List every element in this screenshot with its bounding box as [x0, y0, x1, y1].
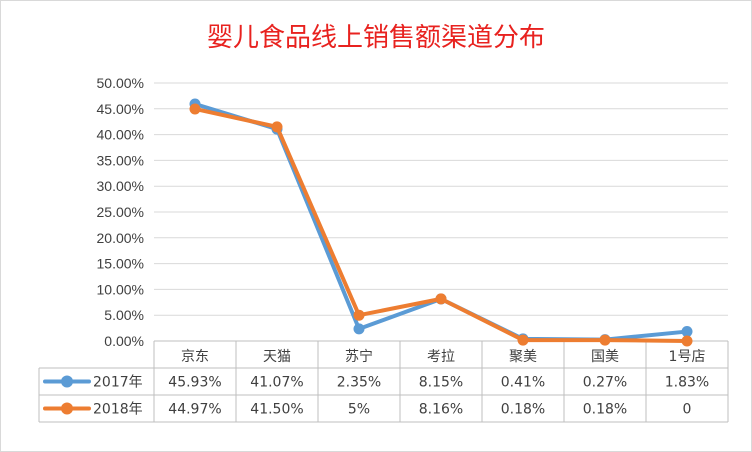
y-tick-label: 45.00% [97, 101, 144, 117]
data-point [353, 309, 365, 321]
y-tick-label: 50.00% [97, 75, 144, 91]
table-cell-value: 44.97% [168, 402, 221, 418]
x-tick-label: 天猫 [263, 349, 291, 365]
legend-label: 2018年 [93, 402, 143, 418]
table-cell-value: 1.83% [665, 375, 709, 391]
x-tick-label: 考拉 [427, 349, 455, 365]
x-tick-label: 国美 [591, 349, 619, 365]
x-tick-label: 1号店 [669, 349, 706, 365]
table-cell-value: 2.35% [337, 375, 381, 391]
y-tick-label: 0.00% [104, 333, 144, 349]
table-cell-value: 41.50% [250, 402, 303, 418]
data-point [517, 334, 529, 346]
series-line [193, 106, 689, 343]
table-cell-value: 8.16% [419, 402, 463, 418]
x-tick-label: 京东 [181, 349, 209, 365]
table-cell-value: 8.15% [419, 375, 463, 391]
y-tick-label: 25.00% [97, 204, 144, 220]
legend-marker [61, 375, 73, 388]
y-tick-label: 35.00% [97, 152, 144, 168]
gridlines [154, 82, 728, 316]
data-table: 京东 天猫 苏宁 考拉 聚美 国美 1号店 2017年 45.93% 41.07% 2.35% 8.1… [38, 340, 729, 423]
y-tick-label: 10.00% [97, 281, 144, 297]
data-point [353, 323, 365, 335]
data-point [681, 326, 693, 338]
data-point [681, 335, 693, 347]
x-tick-label: 苏宁 [345, 348, 373, 365]
y-tick-label: 20.00% [97, 230, 144, 246]
table-cell-value: 0.27% [583, 375, 627, 391]
chart-title: 婴儿食品线上销售额渠道分布 [207, 23, 545, 53]
table-cell-value: 0 [683, 402, 692, 418]
x-tick-label: 聚美 [509, 349, 537, 365]
data-point [189, 103, 201, 115]
table-cell-value: 0.18% [583, 402, 627, 418]
y-tick-label: 15.00% [97, 256, 144, 272]
data-point [435, 293, 447, 305]
table-cell-value: 45.93% [168, 375, 221, 391]
series-lines [189, 98, 693, 347]
table-cell-value: 0.18% [501, 402, 545, 418]
data-point [599, 334, 611, 346]
table-cell-value: 5% [348, 402, 370, 418]
y-axis-ticks: 0.00% 5.00% 10.00% 15.00% 20.00% 25.00% 30.00%… [97, 75, 144, 349]
legend-label: 2017年 [93, 375, 143, 391]
legend-marker [61, 402, 73, 415]
y-tick-label: 40.00% [97, 127, 144, 143]
data-point [271, 121, 283, 133]
y-tick-label: 5.00% [104, 307, 144, 323]
y-tick-label: 30.00% [97, 178, 144, 194]
table-cell-value: 0.41% [501, 375, 545, 391]
table-cell-value: 41.07% [250, 375, 303, 391]
